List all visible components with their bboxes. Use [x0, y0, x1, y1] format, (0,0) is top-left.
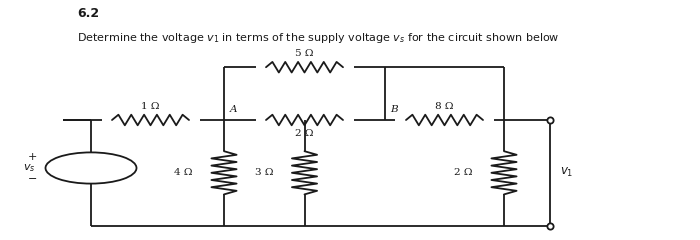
- Text: B: B: [391, 105, 398, 114]
- Text: $v_s$: $v_s$: [22, 162, 35, 174]
- Text: 4 Ω: 4 Ω: [174, 168, 193, 177]
- Text: 3 Ω: 3 Ω: [255, 168, 273, 177]
- Text: 1 Ω: 1 Ω: [141, 102, 160, 111]
- Text: 2 Ω: 2 Ω: [295, 129, 314, 138]
- Text: 5 Ω: 5 Ω: [295, 49, 314, 58]
- Text: 8 Ω: 8 Ω: [435, 102, 454, 111]
- Text: A: A: [230, 105, 237, 114]
- Text: $v_1$: $v_1$: [560, 166, 573, 179]
- Text: 6.2: 6.2: [77, 7, 99, 20]
- Text: +: +: [28, 152, 38, 162]
- Text: −: −: [28, 174, 38, 184]
- Text: 2 Ω: 2 Ω: [454, 168, 472, 177]
- Text: Determine the voltage $v_1$ in terms of the supply voltage $v_s$ for the circuit: Determine the voltage $v_1$ in terms of …: [77, 31, 559, 45]
